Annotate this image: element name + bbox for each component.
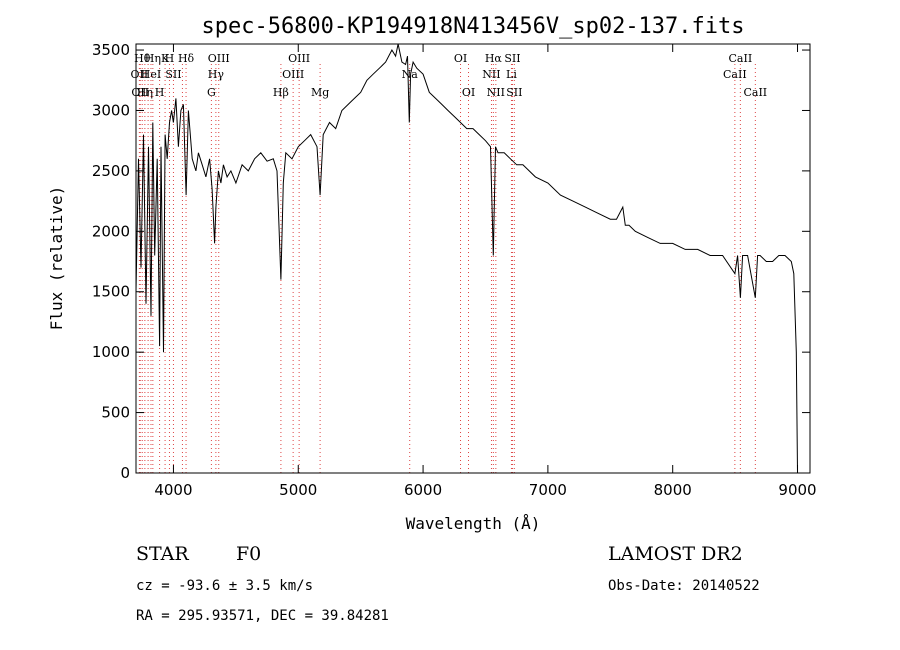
- survey-name: LAMOST DR2: [608, 543, 743, 565]
- line-marker-label: Hα: [485, 52, 503, 65]
- line-marker-label: Mg: [311, 86, 329, 99]
- x-tick-label: 4000: [154, 481, 192, 499]
- x-axis-label: Wavelength (Å): [406, 514, 541, 533]
- line-marker-label: OIII: [282, 68, 304, 81]
- line-marker-label: Hη: [145, 52, 161, 65]
- chart-title: spec-56800-KP194918N413456V_sp02-137.fit…: [201, 14, 744, 39]
- line-marker-label: OIII: [288, 52, 310, 65]
- line-marker-label: Na: [402, 68, 419, 81]
- y-axis-label: Flux (relative): [47, 186, 66, 331]
- y-tick-label: 3000: [92, 101, 130, 119]
- spectrum-series-line: [135, 43, 798, 474]
- y-tick-label: 2500: [92, 162, 130, 180]
- object-type: STAR: [136, 543, 189, 565]
- line-marker-label: CaII: [723, 68, 747, 81]
- line-marker-label: SII: [165, 68, 181, 81]
- line-marker-label: CaII: [743, 86, 767, 99]
- y-axis-ticks: 0 500 1000 1500 2000 2500 3000 3500: [92, 41, 810, 482]
- x-tick-label: 8000: [654, 481, 692, 499]
- plot-frame: [135, 43, 811, 474]
- y-tick-label: 1500: [92, 283, 130, 301]
- x-tick-label: 9000: [778, 481, 816, 499]
- line-marker-label: H: [165, 52, 175, 65]
- line-marker-label: OI: [462, 86, 475, 99]
- line-marker-label: NII: [482, 68, 500, 81]
- line-marker-label: SII: [506, 86, 522, 99]
- coordinates: RA = 295.93571, DEC = 39.84281: [136, 608, 389, 624]
- line-marker-label: Li: [506, 68, 517, 81]
- line-marker-label: NII: [487, 86, 505, 99]
- y-tick-label: 2000: [92, 222, 130, 240]
- line-marker-label: Hη: [137, 86, 153, 99]
- line-marker-label: HeI: [141, 68, 161, 81]
- line-marker-label: H: [155, 86, 165, 99]
- y-tick-label: 3500: [92, 41, 130, 59]
- line-marker-label: CaII: [729, 52, 753, 65]
- y-tick-label: 0: [120, 464, 130, 482]
- line-marker-label: OII: [131, 68, 149, 81]
- line-marker-label: OI: [454, 52, 467, 65]
- redshift-value: cz = -93.6 ± 3.5 km/s: [136, 578, 313, 594]
- line-marker-label: K: [161, 52, 170, 65]
- line-marker-labels: OIIOIIHθHηHeIHηHKHSIIHδGHγOIIIHβOIIIOIII…: [131, 52, 768, 99]
- line-marker-label: Hδ: [178, 52, 195, 65]
- object-subclass: F0: [236, 543, 261, 565]
- line-marker-label: OIII: [208, 52, 230, 65]
- line-marker-label: Hθ: [134, 52, 151, 65]
- x-tick-label: 6000: [404, 481, 442, 499]
- y-tick-label: 500: [101, 404, 130, 422]
- y-tick-label: 1000: [92, 343, 130, 361]
- line-marker-label: G: [207, 86, 216, 99]
- x-tick-label: 5000: [279, 481, 317, 499]
- line-marker-label: Hβ: [273, 86, 289, 99]
- line-markers: [138, 64, 756, 473]
- line-marker-label: SII: [504, 52, 520, 65]
- observation-date: Obs-Date: 20140522: [608, 578, 760, 594]
- x-tick-label: 7000: [529, 481, 567, 499]
- x-axis-ticks: 4000 5000 6000 7000 8000 9000: [154, 44, 817, 499]
- line-marker-label: Hγ: [208, 68, 225, 81]
